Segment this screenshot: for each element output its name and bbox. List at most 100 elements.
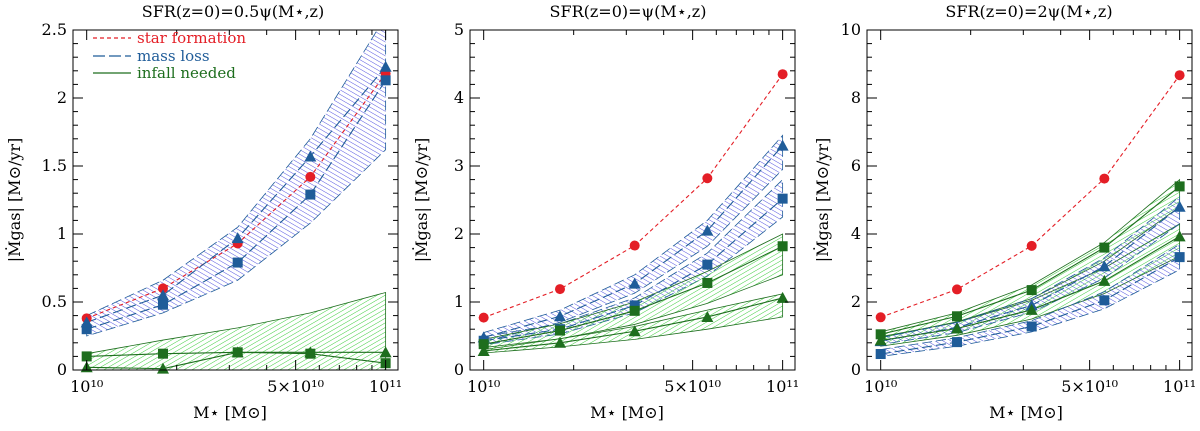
data-point-square <box>81 324 92 335</box>
data-point-square <box>951 311 962 322</box>
y-tick-label: 0 <box>57 360 67 379</box>
legend-label-infall-needed: infall needed <box>137 64 236 82</box>
data-point-circle <box>875 312 886 323</box>
y-tick-label: 8 <box>851 88 861 107</box>
data-point-triangle <box>1173 200 1186 212</box>
y-tick-label: 0 <box>454 360 464 379</box>
data-point-triangle <box>701 224 714 236</box>
panel-sfr-1: SFR(z=0)=ψ(M⋆,z) 10¹⁰ 5×10¹⁰ 10¹¹ 0 1 2 3 4 5 M⋆… <box>411 2 799 422</box>
x-axis-label: M⋆ [M⊙] <box>989 403 1063 422</box>
y-tick-label: 2 <box>851 292 861 311</box>
data-point-triangle <box>1098 274 1111 286</box>
data-point-triangle <box>304 150 317 162</box>
data-point-circle <box>777 69 788 80</box>
data-point-triangle <box>701 310 714 322</box>
data-point-square <box>1026 321 1037 332</box>
legend-label-star-formation: star formation <box>137 29 246 47</box>
data-point-circle <box>702 173 713 184</box>
x-tick-label: 5×10¹⁰ <box>1061 377 1118 396</box>
data-point-square <box>629 300 640 311</box>
data-point-triangle <box>1173 230 1186 242</box>
plot-frame <box>72 29 399 371</box>
data-point-square <box>81 351 92 362</box>
x-tick-label: 5×10¹⁰ <box>267 377 324 396</box>
circle-0-line <box>880 74 1181 318</box>
data-point-square <box>951 337 962 348</box>
data-point-square <box>1174 252 1185 263</box>
y-tick-label: 2.5 <box>42 20 67 39</box>
square-4-line <box>880 256 1180 355</box>
data-point-triangle <box>628 325 641 337</box>
x-axis-label: M⋆ [M⊙] <box>193 403 267 422</box>
data-point-square <box>1099 295 1110 306</box>
data-point-circle <box>478 312 489 323</box>
data-point-triangle <box>477 344 490 356</box>
mass-loss-band-2 <box>880 195 1181 345</box>
y-tick-label: 1.5 <box>42 156 67 175</box>
plot-frame <box>469 29 796 371</box>
data-point-square <box>875 329 886 340</box>
x-tick-label: 10¹¹ <box>1163 377 1196 396</box>
data-point-triangle <box>156 362 169 374</box>
data-point-square <box>702 259 713 270</box>
data-point-triangle <box>1025 303 1038 315</box>
data-point-circle <box>1026 240 1037 251</box>
x-tick-label: 10¹⁰ <box>467 377 500 396</box>
y-tick-label: 3 <box>454 156 464 175</box>
data-point-circle <box>951 284 962 295</box>
data-point-triangle <box>1098 260 1111 272</box>
data-point-triangle <box>304 346 317 358</box>
y-tick-label: 5 <box>454 20 464 39</box>
legend: star formation mass loss infall needed <box>93 29 246 82</box>
plot-frame <box>866 29 1193 371</box>
data-point-square <box>157 299 168 310</box>
data-point-circle <box>629 240 640 251</box>
mass-loss-band-0 <box>86 30 387 337</box>
x-tick-label: 10¹⁰ <box>864 377 897 396</box>
data-point-circle <box>157 283 168 294</box>
data-point-square <box>380 75 391 86</box>
data-point-triangle <box>379 346 392 358</box>
y-axis-label: |Ṁgas| [M⊙/yr] <box>812 138 832 263</box>
data-point-square <box>629 305 640 316</box>
data-point-triangle <box>156 289 169 301</box>
y-tick-label: 6 <box>851 156 861 175</box>
data-point-square <box>1099 242 1110 253</box>
y-tick-label: 1 <box>57 224 67 243</box>
data-point-square <box>702 277 713 288</box>
data-point-triangle <box>231 232 244 244</box>
y-tick-label: 0.5 <box>42 292 67 311</box>
data-point-square <box>305 189 316 200</box>
y-tick-label: 4 <box>851 224 861 243</box>
data-point-square <box>232 257 243 268</box>
data-point-circle <box>1174 70 1185 81</box>
mass-loss-band-3 <box>880 243 1181 357</box>
data-point-square <box>478 339 489 350</box>
y-tick-label: 1 <box>454 292 464 311</box>
panel-sfr-0.5: SFR(z=0)=0.5ψ(M⋆,z) 10¹⁰ 5×10¹⁰ 10¹¹ 0 0.5 1 1… <box>4 2 402 422</box>
panel-sfr-2: SFR(z=0)=2ψ(M⋆,z) 10¹⁰ 5×10¹⁰ 10¹¹0246810 … <box>812 2 1196 422</box>
data-point-triangle <box>950 322 963 334</box>
data-point-triangle <box>379 60 392 72</box>
legend-label-mass-loss: mass loss <box>137 47 210 65</box>
data-point-triangle <box>628 277 641 289</box>
circle-0-line <box>483 73 784 319</box>
infall-needed-band-3 <box>483 293 784 354</box>
panel-title: SFR(z=0)=ψ(M⋆,z) <box>550 2 707 21</box>
data-point-triangle <box>874 334 887 346</box>
data-point-triangle <box>80 316 93 328</box>
data-point-triangle <box>776 291 789 303</box>
data-point-triangle <box>553 336 566 348</box>
x-axis-label: M⋆ [M⊙] <box>590 403 664 422</box>
panel-title: SFR(z=0)=0.5ψ(M⋆,z) <box>142 2 324 21</box>
square-1-line <box>86 80 387 330</box>
x-tick-label: 10¹¹ <box>766 377 799 396</box>
y-axis-label: |Ṁgas| [M⊙/yr] <box>4 138 24 263</box>
y-axis-label: |Ṁgas| [M⊙/yr] <box>411 138 431 263</box>
data-point-circle <box>554 284 565 295</box>
data-point-square <box>777 241 788 252</box>
y-tick-label: 4 <box>454 88 464 107</box>
plot-area <box>86 30 387 370</box>
x-tick-label: 10¹¹ <box>369 377 402 396</box>
